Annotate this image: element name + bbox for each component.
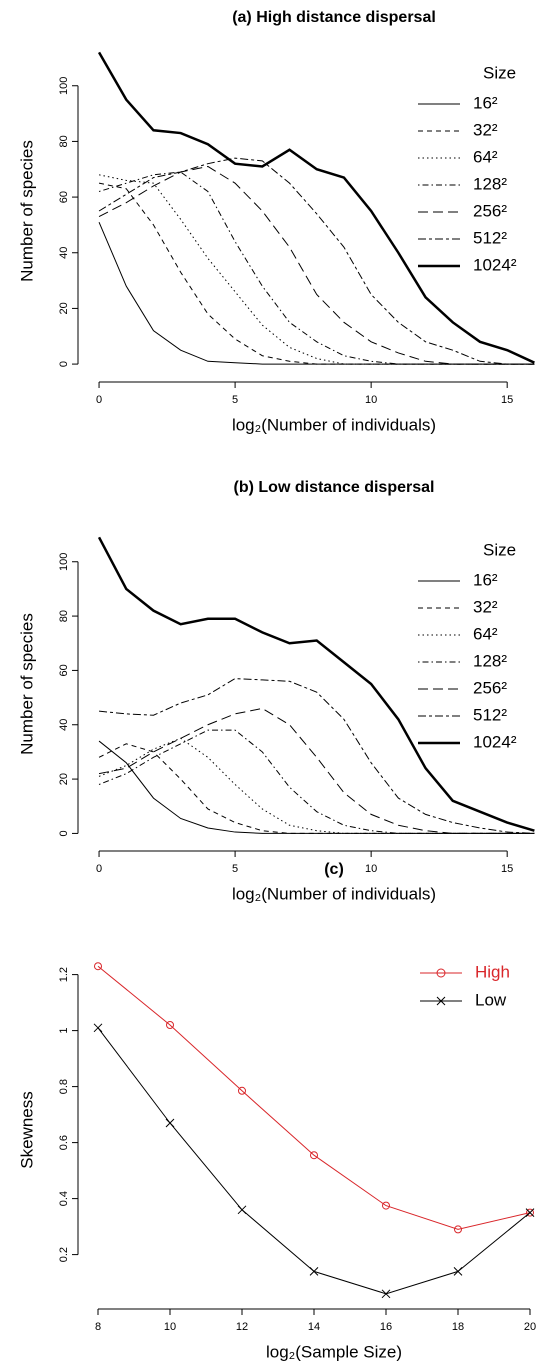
legend-title: Size bbox=[483, 63, 516, 82]
y-tick-label: 0.4 bbox=[58, 1191, 70, 1206]
legend-label: 32² bbox=[473, 120, 498, 139]
legend-label: 512² bbox=[473, 228, 507, 247]
legend-label: High bbox=[475, 962, 510, 981]
legend-label: 16² bbox=[473, 570, 498, 589]
legend-label: 128² bbox=[473, 174, 507, 193]
marker bbox=[310, 1151, 318, 1160]
chart-title: (b) Low distance dispersal bbox=[234, 479, 435, 496]
marker bbox=[382, 1201, 390, 1210]
data-line bbox=[98, 165, 535, 365]
data-line bbox=[98, 182, 535, 365]
x-tick-label: 14 bbox=[308, 1321, 320, 1333]
y-tick-label: 0 bbox=[58, 361, 70, 367]
marker bbox=[237, 1205, 247, 1215]
legend-title: Size bbox=[483, 540, 516, 559]
marker bbox=[166, 1021, 174, 1029]
x-tick-label: 0 bbox=[96, 394, 102, 406]
y-tick-label: 80 bbox=[58, 610, 70, 622]
y-tick-label: 80 bbox=[58, 135, 70, 147]
y-tick-label: 20 bbox=[58, 302, 70, 314]
data-line bbox=[98, 707, 535, 834]
y-tick-label: 0.6 bbox=[58, 1135, 70, 1150]
x-axis-label: log₂(Number of individuals) bbox=[232, 415, 436, 434]
legend-label: 512² bbox=[473, 705, 507, 724]
data-line bbox=[97, 51, 535, 364]
y-tick-label: 40 bbox=[58, 719, 70, 731]
y-tick-label: 1.2 bbox=[58, 967, 70, 982]
data-line bbox=[98, 743, 535, 834]
x-tick-label: 5 bbox=[232, 394, 238, 406]
x-tick-label: 15 bbox=[501, 394, 513, 406]
y-axis-label: Skewness bbox=[17, 1091, 36, 1168]
legend-label: 256² bbox=[473, 678, 507, 697]
marker bbox=[309, 1267, 319, 1276]
legend-label: 1024² bbox=[473, 732, 517, 751]
y-tick-label: 60 bbox=[58, 664, 70, 676]
y-tick-label: 100 bbox=[58, 553, 70, 571]
data-line bbox=[98, 737, 535, 834]
x-tick-label: 15 bbox=[501, 863, 513, 875]
legend-label: 256² bbox=[473, 201, 507, 220]
y-tick-label: 100 bbox=[58, 77, 70, 95]
legend-label: 1024² bbox=[473, 255, 517, 274]
marker bbox=[94, 962, 102, 971]
x-tick-label: 0 bbox=[96, 863, 102, 875]
x-axis-label: log₂(Sample Size) bbox=[266, 1342, 402, 1361]
x-axis-label: log₂(Number of individuals) bbox=[232, 884, 436, 903]
y-tick-label: 40 bbox=[58, 247, 70, 259]
legend-label: 128² bbox=[473, 651, 507, 670]
data-line bbox=[98, 174, 535, 365]
chart-title: (a) High distance dispersal bbox=[232, 9, 436, 26]
y-axis-label: Number of species bbox=[17, 140, 36, 282]
marker bbox=[93, 1023, 103, 1033]
chart-title: (c) bbox=[324, 861, 344, 878]
legend-marker bbox=[436, 996, 446, 1006]
x-tick-label: 12 bbox=[236, 1321, 248, 1333]
x-tick-label: 8 bbox=[95, 1321, 101, 1333]
marker bbox=[526, 1208, 534, 1217]
data-line bbox=[98, 729, 535, 834]
y-tick-label: 60 bbox=[58, 191, 70, 203]
x-tick-label: 16 bbox=[380, 1321, 392, 1333]
data-line bbox=[97, 536, 535, 832]
x-tick-label: 10 bbox=[365, 863, 377, 875]
data-line bbox=[98, 678, 535, 834]
x-tick-label: 10 bbox=[365, 394, 377, 406]
data-line bbox=[98, 740, 535, 834]
x-tick-label: 5 bbox=[232, 863, 238, 875]
x-tick-label: 18 bbox=[452, 1321, 464, 1333]
data-line bbox=[97, 1027, 531, 1295]
marker bbox=[381, 1289, 391, 1299]
x-tick-label: 10 bbox=[164, 1321, 176, 1333]
y-tick-label: 0 bbox=[58, 830, 70, 836]
x-tick-label: 20 bbox=[524, 1321, 536, 1333]
legend-label: 16² bbox=[473, 93, 498, 112]
y-tick-label: 0.2 bbox=[58, 1247, 70, 1262]
y-tick-label: 0.8 bbox=[58, 1079, 70, 1094]
y-axis-label: Number of species bbox=[17, 613, 36, 755]
marker bbox=[238, 1086, 246, 1095]
marker bbox=[525, 1208, 535, 1217]
legend-label: 64² bbox=[473, 147, 498, 166]
marker bbox=[454, 1225, 462, 1234]
marker bbox=[453, 1267, 463, 1276]
data-line bbox=[97, 965, 531, 1230]
y-tick-label: 1 bbox=[58, 1028, 70, 1034]
legend-label: Low bbox=[475, 990, 507, 1009]
y-tick-label: 20 bbox=[58, 773, 70, 785]
data-line bbox=[98, 157, 535, 365]
legend-label: 32² bbox=[473, 597, 498, 616]
legend-marker bbox=[436, 968, 446, 978]
legend-label: 64² bbox=[473, 624, 498, 643]
marker bbox=[165, 1118, 175, 1128]
